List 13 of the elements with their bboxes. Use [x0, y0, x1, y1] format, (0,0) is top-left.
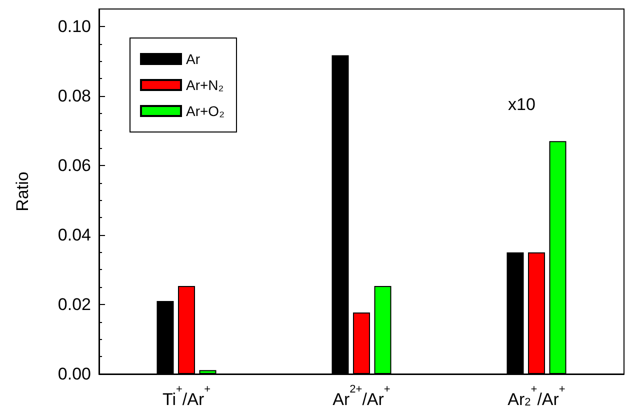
legend-label: Ar — [186, 51, 200, 67]
legend-label: Ar+N₂ — [186, 77, 224, 93]
y-tick-label: 0.08 — [58, 86, 91, 106]
x-tick-label: Ar2+/Ar+ — [508, 384, 566, 409]
y-axis-title: Ratio — [13, 172, 32, 212]
y-tick-label: 0.10 — [58, 16, 91, 36]
annotation: x10 — [508, 95, 536, 114]
y-tick-label: 0.04 — [58, 225, 91, 244]
x-tick-label: Ti+/Ar+ — [162, 384, 211, 409]
y-tick-label: 0.00 — [58, 364, 91, 384]
legend-label: Ar+O₂ — [186, 103, 224, 119]
y-tick-label: 0.06 — [58, 156, 91, 175]
y-tick-label: 0.02 — [58, 294, 91, 314]
